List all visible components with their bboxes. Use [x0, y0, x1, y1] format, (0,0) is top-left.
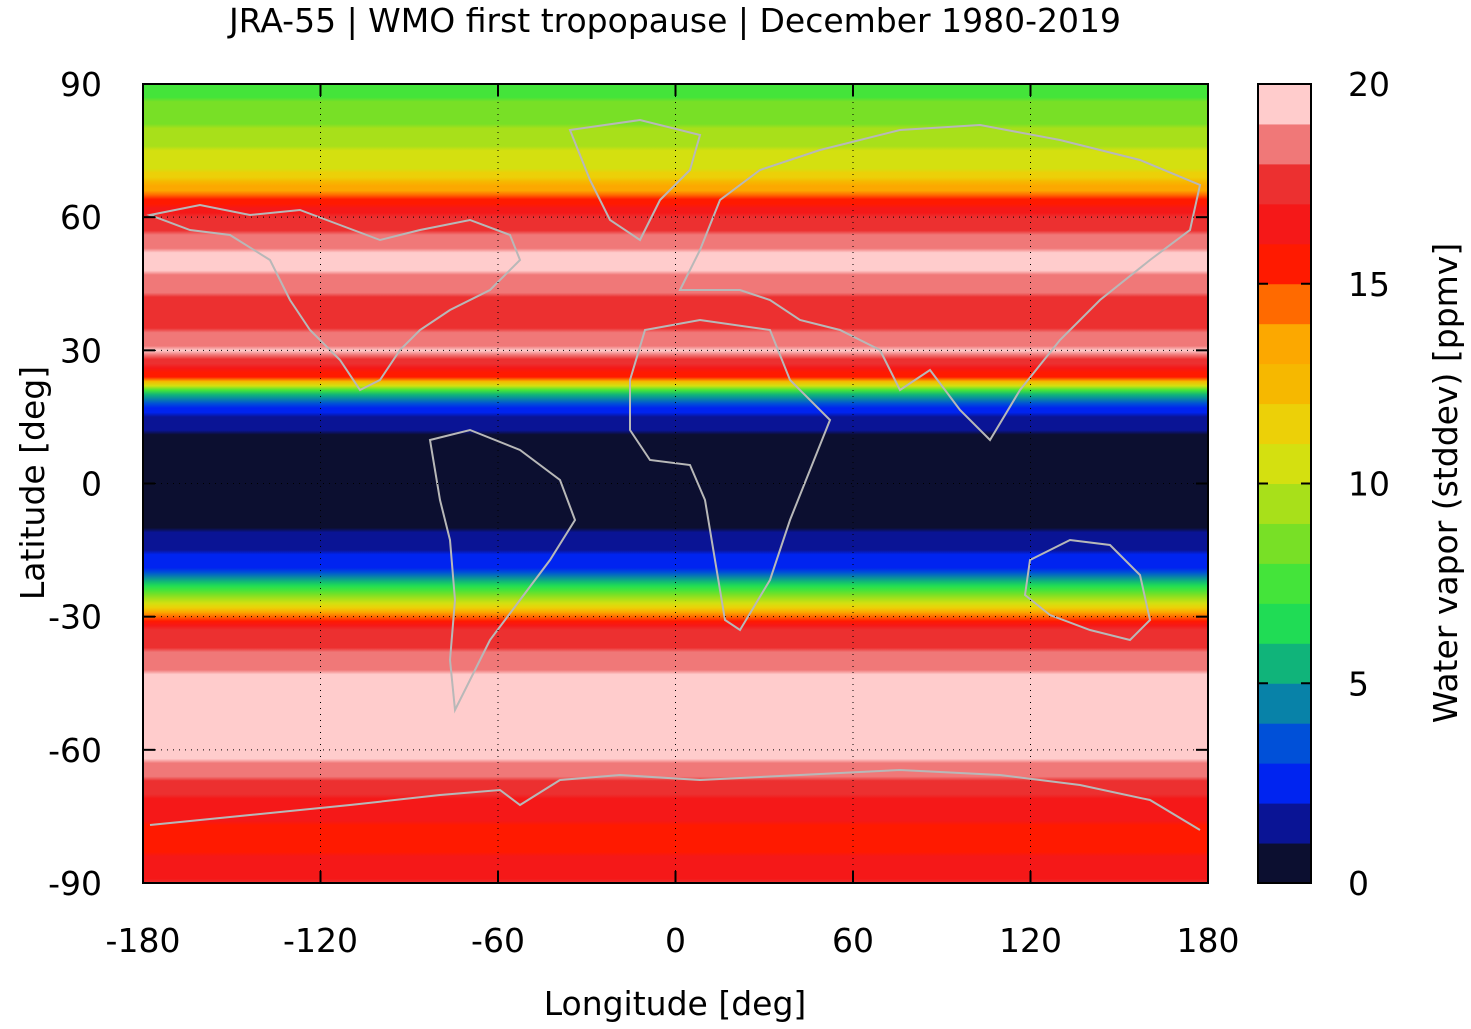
colorbar-tick-labels: 0 5 10 15 20	[1348, 65, 1390, 903]
colorbar-segment	[1258, 723, 1311, 764]
colorbar-segment	[1258, 403, 1311, 445]
colorbar-ticks	[1258, 83, 1311, 884]
x-tick-label: -60	[471, 921, 525, 960]
y-axis-label: Latitude [deg]	[13, 366, 52, 600]
x-tick-label: -180	[106, 921, 181, 960]
colorbar-segment	[1258, 523, 1311, 564]
colorbar-segment	[1258, 203, 1311, 245]
colorbar-tick-label: 20	[1348, 65, 1390, 104]
y-tick-label: -30	[48, 598, 102, 637]
coastlines	[146, 118, 1202, 831]
colorbar-tick-label: 5	[1348, 664, 1369, 703]
coastline-australia	[1023, 538, 1152, 642]
colorbar-segment	[1258, 283, 1311, 325]
plot-area	[143, 84, 1208, 883]
y-tick-label: 60	[60, 198, 102, 237]
chart-title: JRA-55 | WMO first tropopause | December…	[227, 1, 1121, 40]
colorbar-segment	[1258, 603, 1311, 644]
y-tick-label: 90	[60, 65, 102, 104]
colorbar-tick-label: 10	[1348, 465, 1390, 504]
colorbar-segment	[1258, 363, 1311, 405]
y-tick-label: -90	[48, 864, 102, 903]
y-tick-label: 0	[81, 465, 102, 504]
colorbar-segment	[1258, 84, 1311, 125]
colorbar-tick-label: 15	[1348, 265, 1390, 304]
x-axis-label: Longitude [deg]	[544, 984, 807, 1023]
colorbar-segment	[1258, 683, 1311, 724]
y-axis-tick-labels: -90 -60 -30 0 30 60 90	[48, 65, 102, 903]
colorbar-segment	[1258, 643, 1311, 684]
x-tick-label: 120	[999, 921, 1062, 960]
axis-ticks	[142, 83, 1209, 884]
colorbar-segment	[1258, 163, 1311, 205]
x-tick-label: 60	[832, 921, 874, 960]
x-axis-tick-labels: -180 -120 -60 0 60 120 180	[106, 921, 1240, 960]
colorbar-segment	[1258, 123, 1311, 165]
x-tick-label: 180	[1177, 921, 1240, 960]
coastline-eurasia	[678, 123, 1202, 442]
colorbar-segment	[1258, 483, 1311, 524]
x-tick-label: 0	[665, 921, 686, 960]
coastline-south-america	[428, 428, 577, 714]
colorbar	[1258, 84, 1311, 884]
colorbar-segment	[1258, 803, 1311, 844]
colorbar-tick-label: 0	[1348, 864, 1369, 903]
coastline-antarctica	[149, 768, 1201, 831]
coastline-africa	[629, 318, 832, 632]
colorbar-segment	[1258, 563, 1311, 604]
coastline-greenland	[568, 118, 702, 242]
y-tick-label: -60	[48, 731, 102, 770]
x-tick-label: -120	[283, 921, 358, 960]
coastline-north-america	[146, 203, 522, 392]
water-vapor-field	[143, 84, 1208, 883]
colorbar-segment	[1258, 323, 1311, 365]
colorbar-segment	[1258, 763, 1311, 804]
colorbar-segment	[1258, 243, 1311, 285]
y-tick-label: 30	[60, 331, 102, 370]
colorbar-segment	[1258, 843, 1311, 884]
colorbar-segment	[1258, 443, 1311, 484]
colorbar-label: Water vapor (stddev) [ppmv]	[1426, 243, 1465, 723]
